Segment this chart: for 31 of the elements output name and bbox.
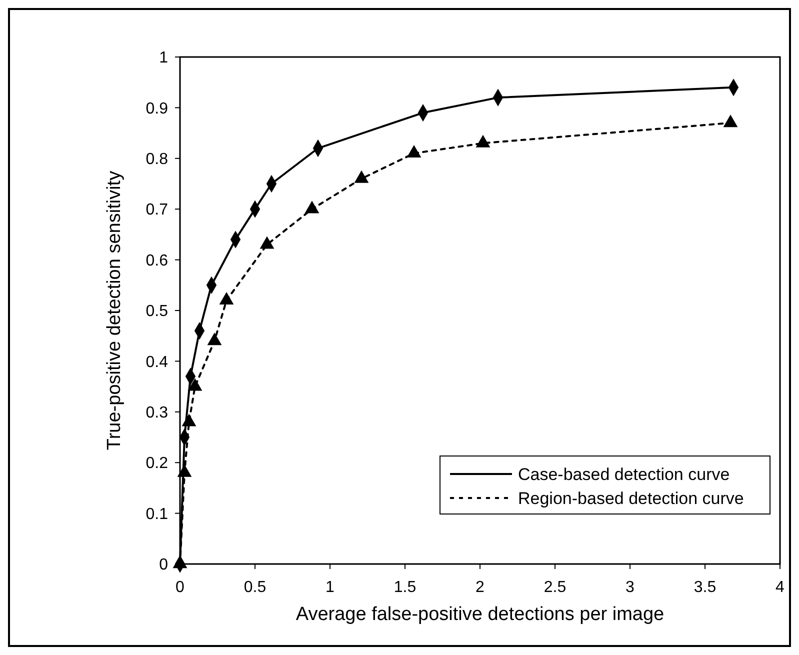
x-tick-label: 1.5 xyxy=(394,579,416,596)
y-tick-label: 0.2 xyxy=(146,455,168,472)
x-axis-title: Average false-positive detections per image xyxy=(296,604,664,625)
x-tick-label: 3.5 xyxy=(694,579,716,596)
y-tick-label: 0 xyxy=(159,556,168,574)
point xyxy=(172,556,188,568)
x-tick-label: 0 xyxy=(176,579,185,596)
y-tick-label: 1 xyxy=(159,50,168,67)
legend-label: Case-based detection curve xyxy=(518,464,730,484)
y-tick-label: 0.8 xyxy=(146,151,168,168)
y-tick-label: 0.1 xyxy=(146,506,168,523)
y-axis-title: True-positive detection sensitivity xyxy=(104,170,125,450)
point xyxy=(182,414,196,426)
y-tick-label: 0.3 xyxy=(146,404,168,422)
x-tick-label: 3 xyxy=(626,579,635,596)
point xyxy=(207,332,222,346)
y-tick-label: 0.5 xyxy=(146,303,168,320)
x-tick-label: 4 xyxy=(776,579,785,596)
x-tick-label: 2 xyxy=(476,579,485,596)
point xyxy=(177,464,192,477)
y-tick-label: 0.9 xyxy=(146,100,168,118)
y-tick-label: 0.6 xyxy=(146,252,168,270)
point xyxy=(188,378,202,391)
x-tick-label: 0.5 xyxy=(244,579,266,596)
x-tick-label: 1 xyxy=(326,579,335,596)
point xyxy=(219,292,234,305)
y-tick-label: 0.7 xyxy=(146,202,168,219)
x-tick-label: 2.5 xyxy=(544,579,566,596)
y-tick-label: 0.4 xyxy=(146,354,168,371)
legend-label: Region-based detection curve xyxy=(518,488,744,508)
point xyxy=(260,236,274,249)
